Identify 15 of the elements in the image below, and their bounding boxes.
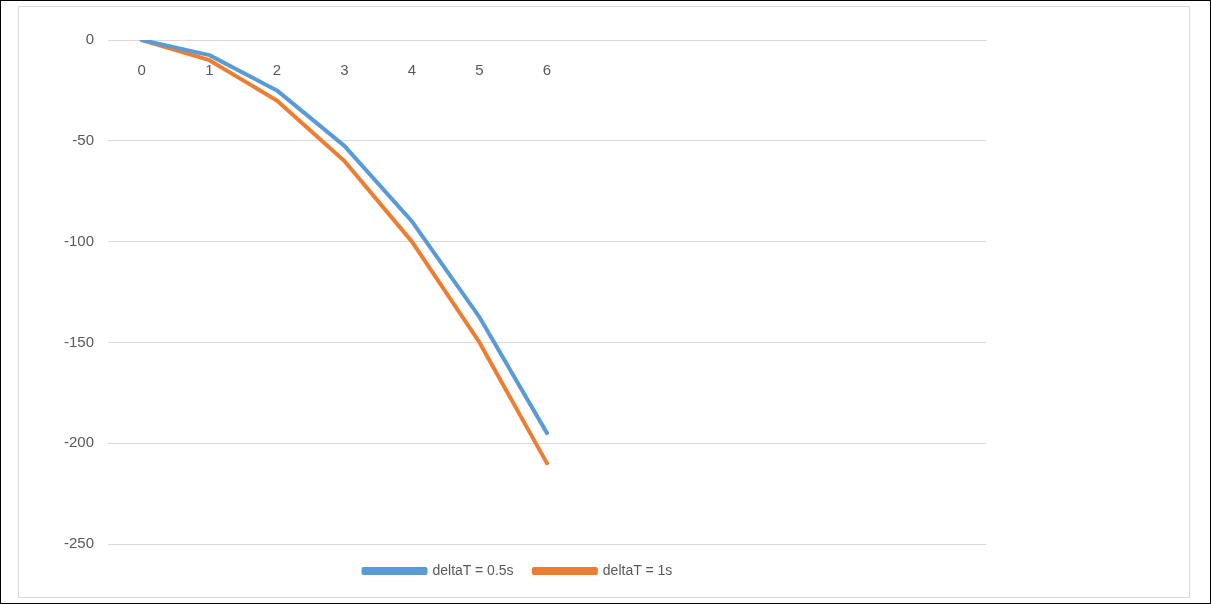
legend-label: deltaT = 1s [602,561,673,578]
x-tick-label: 4 [407,61,417,79]
y-tick-label: -200 [63,433,95,451]
x-tick-label: 2 [272,61,282,79]
y-tick-label: -100 [63,231,95,249]
y-tick-label: -250 [63,534,95,552]
x-tick-label: 5 [475,61,484,79]
y-tick-label: 0 [85,30,95,48]
x-tick-label: 0 [137,61,146,79]
x-tick-label: 3 [340,61,349,79]
y-tick-label: -150 [63,332,95,350]
y-tick-label: -50 [72,130,95,148]
x-tick-label: 6 [542,61,552,79]
x-tick-label: 1 [205,61,214,79]
legend-label: deltaT = 0.5s [432,561,514,578]
